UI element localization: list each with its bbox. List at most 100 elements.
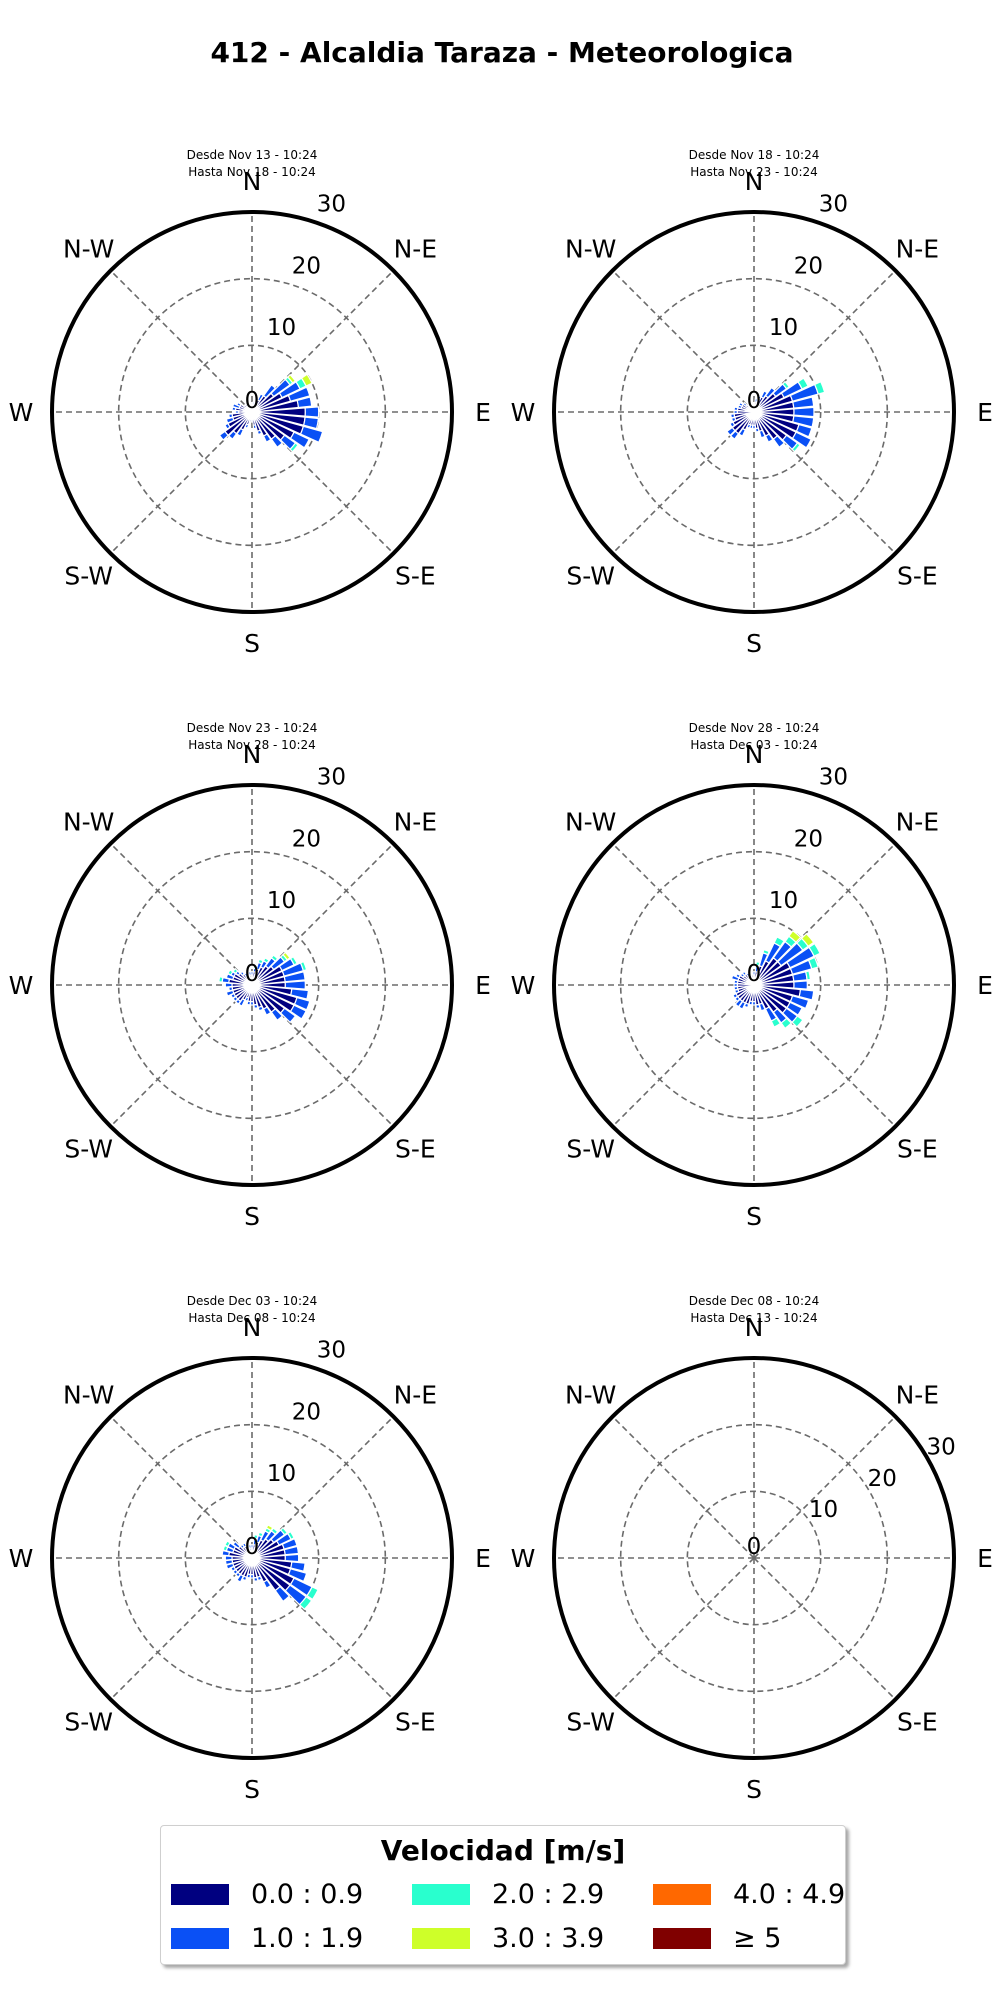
- wind-bar: [236, 401, 242, 408]
- grid-spoke: [612, 270, 755, 413]
- legend-swatch-4: [653, 1884, 711, 1905]
- direction-label: N-E: [394, 235, 438, 264]
- direction-label: W: [9, 398, 34, 427]
- legend-label-3: 3.0 : 3.9: [492, 1923, 605, 1954]
- wind-bar: [733, 406, 739, 412]
- wind-bar: [792, 396, 815, 409]
- radial-tick-label: 30: [819, 764, 848, 790]
- wind-bar: [224, 982, 233, 988]
- radial-tick-label: 30: [317, 191, 346, 217]
- radial-tick-label: 10: [267, 315, 296, 341]
- direction-label: N: [243, 1313, 262, 1342]
- wind-bar: [283, 1545, 300, 1556]
- wind-bar: [791, 431, 812, 449]
- panel-subtitle-from: Desde Dec 03 - 10:24: [187, 1294, 318, 1308]
- grid-spoke: [110, 1557, 253, 1700]
- wind-bar: [281, 1537, 298, 1550]
- grid-spoke: [110, 270, 253, 413]
- radial-tick-label: 30: [819, 191, 848, 217]
- grid-spoke: [612, 984, 755, 1127]
- radial-tick-label: 0: [747, 388, 762, 414]
- wind-bar: [218, 430, 230, 441]
- grid-spoke: [612, 1557, 755, 1700]
- wind-bar: [249, 1000, 255, 1006]
- wind-bar: [791, 1015, 804, 1028]
- direction-label: S-E: [395, 1134, 436, 1163]
- wind-bar: [793, 980, 808, 990]
- wind-bar: [218, 975, 224, 983]
- wind-bar: [762, 948, 770, 956]
- wind-bar: [751, 1000, 757, 1006]
- legend-label-4: 4.0 : 4.9: [733, 1879, 846, 1910]
- wind-bar: [800, 932, 815, 948]
- wind-bar: [262, 433, 272, 443]
- direction-label: S-E: [897, 561, 938, 590]
- wind-bar: [270, 1527, 279, 1536]
- wind-bar: [733, 409, 739, 415]
- radial-tick-label: 20: [292, 826, 321, 852]
- wind-bar: [289, 431, 310, 449]
- wind-bar: [253, 1576, 259, 1582]
- direction-label: W: [511, 971, 536, 1000]
- wind-bar: [270, 434, 284, 449]
- panel-subtitle-from: Desde Nov 13 - 10:24: [187, 148, 318, 162]
- grid-spoke: [753, 1557, 896, 1700]
- direction-label: W: [511, 1544, 536, 1573]
- radial-tick-label: 0: [245, 961, 260, 987]
- wind-bar: [287, 386, 311, 402]
- wind-bar: [733, 982, 739, 988]
- wind-bar: [256, 429, 263, 436]
- direction-label: N-W: [565, 808, 616, 837]
- wind-bar: [249, 1573, 255, 1579]
- direction-label: E: [475, 1544, 491, 1573]
- radial-tick-label: 20: [292, 1399, 321, 1425]
- direction-label: S-W: [566, 1134, 615, 1163]
- direction-label: S: [746, 1202, 762, 1231]
- direction-label: S-W: [64, 1134, 113, 1163]
- legend-item-0: 0.0 : 0.9: [171, 1879, 363, 1910]
- wind-bar: [228, 413, 234, 419]
- grid-circle: [686, 344, 822, 480]
- radial-tick-label: 0: [747, 961, 762, 987]
- legend-item-2: 2.0 : 2.9: [412, 1879, 604, 1910]
- wind-bar: [813, 380, 826, 395]
- outer-circle: [552, 210, 956, 614]
- wind-bar: [283, 971, 306, 983]
- wind-bar: [247, 971, 252, 977]
- legend-swatch-1: [171, 1928, 229, 1949]
- wind-bar: [287, 1568, 308, 1583]
- panel-subtitle-from: Desde Nov 18 - 10:24: [689, 148, 820, 162]
- radial-tick-label: 10: [769, 315, 798, 341]
- direction-label: N-W: [565, 1381, 616, 1410]
- radial-tick-label: 30: [317, 764, 346, 790]
- wind-bar: [286, 373, 297, 384]
- radial-tick-label: 0: [245, 1534, 260, 1560]
- wind-bar: [270, 954, 279, 963]
- direction-label: N-E: [896, 808, 940, 837]
- outer-circle: [50, 210, 454, 614]
- wind-bar: [247, 1544, 252, 1550]
- radial-tick-label: 20: [794, 253, 823, 279]
- outer-circle: [552, 1356, 956, 1760]
- wind-bar: [228, 986, 234, 992]
- wind-bar: [299, 960, 308, 972]
- wind-bar: [302, 416, 320, 430]
- direction-label: S: [746, 629, 762, 658]
- outer-circle: [50, 1356, 454, 1760]
- wind-bar: [755, 1003, 761, 1009]
- wind-bar: [793, 406, 815, 418]
- direction-label: E: [977, 1544, 993, 1573]
- direction-label: S-W: [566, 561, 615, 590]
- radial-tick-label: 20: [794, 826, 823, 852]
- wind-bar: [262, 1579, 272, 1589]
- legend-item-1: 1.0 : 1.9: [171, 1923, 363, 1954]
- legend-label-1: 1.0 : 1.9: [251, 1923, 364, 1954]
- wind-bar: [224, 1555, 233, 1561]
- wind-bar: [733, 985, 739, 991]
- legend-title: Velocidad [m/s]: [380, 1834, 626, 1867]
- wind-bar: [797, 377, 809, 390]
- legend-label-5: ≥ 5: [733, 1923, 782, 1954]
- legend-item-3: 3.0 : 3.9: [412, 1923, 604, 1954]
- windrose-panel-1: Desde Nov 13 - 10:24 Hasta Nov 18 - 10:24…: [9, 148, 491, 658]
